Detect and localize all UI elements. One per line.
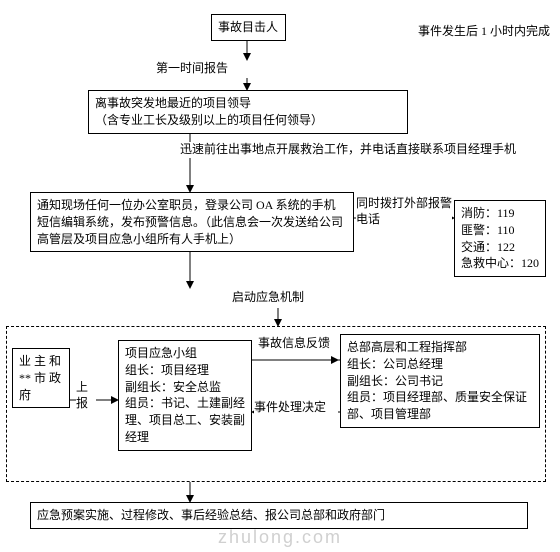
node-notify-office: 通知现场任何一位办公室职员，登录公司 OA 系统的手机短信编辑系统，发布预警信息… [30, 192, 354, 252]
nearest-leader-text: 离事故突发地最近的项目领导 （含专业工长及级别以上的项目任何领导） [95, 96, 323, 127]
header-note: 事件发生后 1 小时内完成 [418, 24, 550, 40]
node-witness: 事故目击人 [211, 14, 286, 41]
owner-gov-text: 业 主 和 ** 市 政 府 [19, 354, 64, 402]
start-mechanism-label: 启动应急机制 [232, 290, 304, 306]
alarm-text: 消防：119 匪警：110 交通：122 急救中心：120 [461, 206, 539, 270]
node-nearest-leader: 离事故突发地最近的项目领导 （含专业工长及级别以上的项目任何领导） [88, 90, 408, 134]
node-alarm-numbers: 消防：119 匪警：110 交通：122 急救中心：120 [454, 200, 546, 277]
rush-label: 迅速前往出事地点开展救治工作，并电话直接联系项目经理手机 [180, 142, 532, 158]
project-team-text: 项目应急小组 组长：项目经理 副组长：安全总监 组员：书记、土建副经理、项目总工… [125, 346, 245, 444]
node-owner-gov: 业 主 和 ** 市 政 府 [12, 348, 70, 408]
node-hq-team: 总部高层和工程指挥部 组长：公司总经理 副组长：公司书记 组员：项目经理部、质量… [340, 334, 540, 428]
hq-team-text: 总部高层和工程指挥部 组长：公司总经理 副组长：公司书记 组员：项目经理部、质量… [347, 340, 527, 421]
node-final: 应急预案实施、过程修改、事后经验总结、报公司总部和政府部门 [30, 502, 528, 529]
first-report-label: 第一时间报告 [156, 61, 228, 77]
watermark: zhulong.com [0, 527, 560, 548]
node-project-team: 项目应急小组 组长：项目经理 副组长：安全总监 组员：书记、土建副经理、项目总工… [118, 340, 252, 451]
decision-label: 事件处理决定 [254, 400, 338, 416]
report-up-label: 上 报 [76, 380, 96, 411]
feedback-label: 事故信息反馈 [258, 336, 338, 352]
dial-label: 同时拨打外部报警电话 [356, 196, 452, 227]
notify-office-text: 通知现场任何一位办公室职员，登录公司 OA 系统的手机短信编辑系统，发布预警信息… [37, 198, 343, 246]
witness-text: 事故目击人 [218, 20, 278, 34]
final-text: 应急预案实施、过程修改、事后经验总结、报公司总部和政府部门 [37, 508, 385, 522]
